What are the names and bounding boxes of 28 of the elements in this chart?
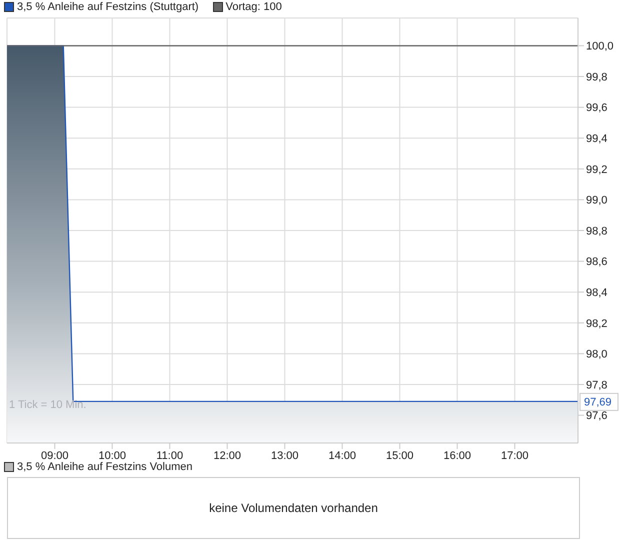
y-tick-label: 99,4 bbox=[586, 133, 608, 146]
y-tick-label: 98,4 bbox=[586, 287, 608, 299]
x-tick-label: 14:00 bbox=[328, 450, 356, 462]
y-tick-label: 98,8 bbox=[586, 225, 608, 238]
text: keine Volumendaten vorhanden bbox=[209, 501, 378, 515]
y-tick-label: 99,0 bbox=[586, 194, 608, 207]
y-tick-label: 98,6 bbox=[586, 256, 608, 268]
annotation: 1 Tick = 10 Min. bbox=[9, 399, 86, 411]
y-tick-label: 99,6 bbox=[586, 102, 608, 114]
x-tick-label: 15:00 bbox=[386, 450, 414, 462]
x-tick-label: 11:00 bbox=[156, 450, 184, 462]
annotation: 97,69 bbox=[584, 396, 612, 408]
y-tick-label: 100,0 bbox=[586, 40, 614, 53]
legend-label: 3,5 % Anleihe auf Festzins (Stuttgart) bbox=[17, 1, 199, 13]
y-tick-label: 97,8 bbox=[586, 379, 608, 392]
legend-label: Vortag: 100 bbox=[226, 1, 282, 13]
text: 3,5 % Anleihe auf Festzins Volumen bbox=[17, 461, 192, 473]
y-tick-label: 98,2 bbox=[586, 318, 608, 330]
y-tick-label: 97,6 bbox=[586, 410, 608, 422]
y-tick-label: 98,0 bbox=[586, 348, 608, 361]
y-tick-label: 99,2 bbox=[586, 164, 608, 176]
x-tick-label: 17:00 bbox=[500, 450, 529, 462]
x-tick-label: 10:00 bbox=[98, 450, 126, 462]
y-tick-label: 99,8 bbox=[586, 71, 608, 84]
x-tick-label: 13:00 bbox=[270, 450, 299, 462]
x-tick-label: 12:00 bbox=[213, 450, 241, 462]
x-tick-label: 09:00 bbox=[40, 450, 68, 462]
x-tick-label: 16:00 bbox=[443, 450, 472, 462]
